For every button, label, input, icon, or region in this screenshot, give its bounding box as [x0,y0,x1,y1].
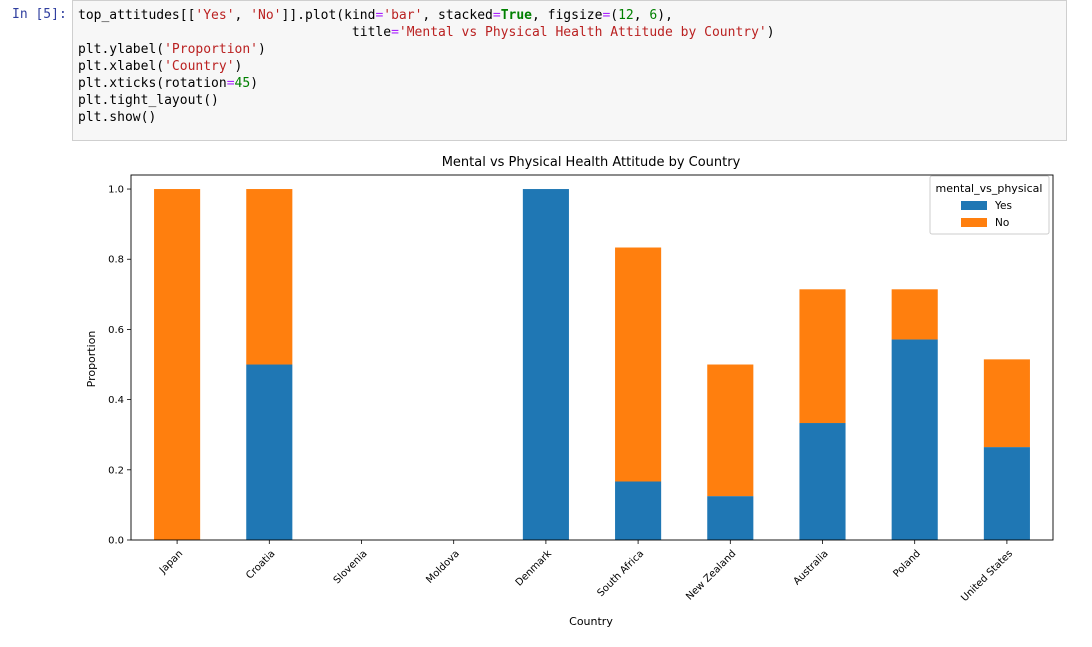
code-line-6: plt.tight_layout() [78,93,219,108]
bar-no-united-states [983,359,1030,448]
y-tick-label: 0.6 [108,325,124,336]
bar-no-japan [154,189,201,540]
y-tick-label: 1.0 [108,185,124,196]
x-tick-label: Slovenia [332,548,370,586]
legend-swatch-yes [961,201,987,210]
x-axis-label: Country [569,615,613,628]
y-tick-label: 0.0 [108,536,124,547]
y-tick-label: 0.4 [108,395,124,406]
code-line-1: top_attitudes[['Yes', 'No']].plot(kind='… [78,8,673,23]
code-line-5: plt.xticks(rotation=45) [78,76,259,91]
bar-no-poland [891,289,938,340]
plot-frame [130,174,1054,541]
chart-title: Mental vs Physical Health Attitude by Co… [442,155,741,170]
x-ticks-group: Japan Croatia Slovenia Moldova Denmark South … [157,540,1015,604]
bar-yes-south-africa [615,481,662,540]
legend-swatch-no [961,218,987,227]
legend-box [929,175,1050,235]
bars-group [154,189,1030,540]
x-tick-label: Poland [891,548,922,579]
cell-prompt: In [5]: [12,7,67,22]
legend-title: mental_vs_physical [936,182,1043,195]
y-ticks-group: 0.0 0.2 0.4 0.6 0.8 1.0 [108,185,131,547]
legend-label-yes: Yes [994,200,1012,212]
x-tick-label: United States [959,548,1015,604]
code-line-4: plt.xlabel('Country') [78,59,243,74]
code-line-2: title='Mental vs Physical Health Attitud… [78,25,775,40]
bar-no-australia [799,289,846,424]
x-tick-label: New Zealand [684,548,738,602]
code-text: top_attitudes[['Yes', 'No']].plot(kind='… [78,7,1066,126]
output-area: Mental vs Physical Health Attitude by Co… [72,143,1072,643]
x-tick-label: Australia [792,548,831,587]
bar-yes-united-states [983,447,1030,540]
bar-yes-poland [891,339,938,540]
y-tick-label: 0.8 [108,255,124,266]
legend: mental_vs_physical Yes No [929,175,1050,235]
x-tick-label: Moldova [424,548,462,586]
x-tick-label: Denmark [514,548,554,588]
stacked-bar-chart: Mental vs Physical Health Attitude by Co… [85,155,1054,628]
y-tick-label: 0.2 [108,465,124,476]
bar-yes-croatia [246,364,293,540]
bar-no-croatia [246,189,293,365]
x-tick-label: Croatia [244,548,277,581]
bar-yes-new-zealand [707,496,754,540]
code-line-7: plt.show() [78,110,157,125]
code-line-3: plt.ylabel('Proportion') [78,42,266,57]
legend-label-no: No [995,217,1009,229]
code-cell[interactable]: top_attitudes[['Yes', 'No']].plot(kind='… [72,0,1067,141]
bar-yes-denmark [522,189,569,540]
bar-yes-australia [799,423,846,540]
x-tick-label: South Africa [595,548,646,599]
y-axis-label: Proportion [85,331,98,388]
bar-no-new-zealand [707,364,754,497]
bar-no-south-africa [615,247,662,482]
x-tick-label: Japan [157,548,185,576]
